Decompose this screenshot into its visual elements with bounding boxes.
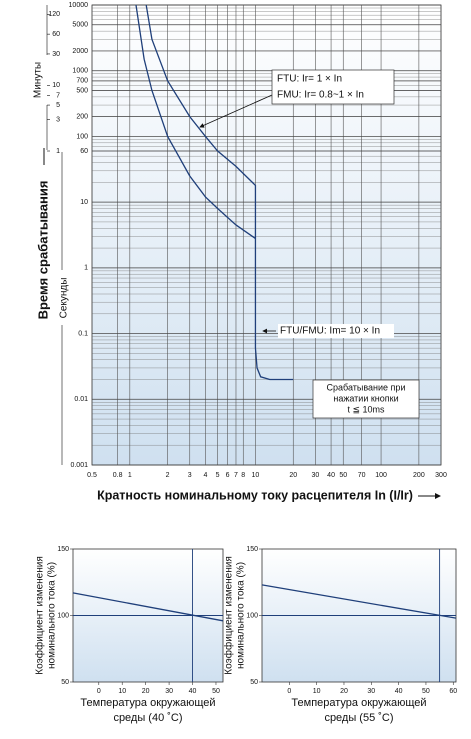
x-tick-label: 3: [188, 472, 192, 479]
annotation: t ≦ 10ms: [347, 404, 385, 414]
y-tick-label: 5000: [72, 22, 88, 29]
y-tick-label: 50: [61, 679, 69, 686]
minute-tick-label: 10: [52, 82, 60, 89]
annotation: FTU: Ir= 1 × In: [277, 74, 342, 85]
x-tick-label: 60: [449, 688, 457, 695]
x-tick-label: 50: [422, 688, 430, 695]
y-tick-label: 100: [57, 612, 69, 619]
x-axis-title: среды (40 ˚C): [113, 712, 182, 724]
x-tick-label: 30: [311, 472, 319, 479]
x-tick-label: 50: [339, 472, 347, 479]
x-tick-label: 1: [128, 472, 132, 479]
y-tick-label: 0.1: [78, 330, 88, 337]
x-tick-label: 50: [212, 688, 220, 695]
x-tick-label: 10: [252, 472, 260, 479]
annotation: FMU: Ir= 0.8~1 × In: [277, 90, 364, 101]
minute-tick-label: 3: [56, 116, 60, 123]
x-tick-label: 70: [358, 472, 366, 479]
x-tick-label: 0: [97, 688, 101, 695]
x-tick-label: 0.5: [87, 472, 97, 479]
x-tick-label: 20: [340, 688, 348, 695]
annotation-bg: [278, 324, 394, 338]
x-tick-label: 100: [375, 472, 387, 479]
x-tick-label: 4: [203, 472, 207, 479]
y-axis-title: Коэффициент изменения: [34, 556, 46, 675]
minute-tick-label: 7: [56, 92, 60, 99]
y-tick-label: 500: [76, 87, 88, 94]
y-tick-label: 100: [76, 133, 88, 140]
curve: [261, 584, 457, 619]
minute-tick-label: 60: [52, 31, 60, 38]
y-tick-label: 150: [57, 546, 69, 553]
curve: [72, 592, 224, 622]
y-tick-label: 1000: [72, 68, 88, 75]
annotation-box: [271, 69, 395, 105]
annotation: нажатии кнопки: [333, 393, 398, 403]
y-tick-label: 0.01: [74, 396, 88, 403]
y-tick-label: 100: [246, 612, 258, 619]
x-tick-label: 10: [313, 688, 321, 695]
minute-tick-label: 1: [56, 148, 60, 155]
x-tick-label: 200: [413, 472, 425, 479]
y-tick-label: 150: [246, 546, 258, 553]
x-tick-label: 0: [287, 688, 291, 695]
y-axis-title: Коэффициент изменения: [223, 556, 235, 675]
minute-tick-label: 30: [52, 51, 60, 58]
y-tick-label: 0.001: [70, 462, 88, 469]
y-tick-label: 60: [80, 148, 88, 155]
curve: [135, 4, 256, 240]
y-tick-label: 2000: [72, 48, 88, 55]
x-tick-label: 30: [165, 688, 173, 695]
y-axis-title: номинального тока (%): [47, 562, 58, 669]
x-tick-label: 8: [241, 472, 245, 479]
y-tick-label: 10000: [69, 2, 89, 9]
x-tick-label: 20: [142, 688, 150, 695]
x-tick-label: 5: [216, 472, 220, 479]
x-tick-label: 30: [367, 688, 375, 695]
x-tick-label: 300: [435, 472, 447, 479]
annotation: FTU/FMU: Im= 10 × In: [280, 326, 380, 337]
y-axis-sublabel: Секунды: [59, 278, 70, 319]
x-tick-label: 7: [234, 472, 238, 479]
x-tick-label: 40: [327, 472, 335, 479]
x-axis-title: Температура окружающей: [291, 697, 426, 709]
y-tick-label: 200: [76, 113, 88, 120]
x-axis-title: Кратность номинальному току расцепителя …: [97, 488, 413, 502]
y-tick-label: 50: [250, 679, 258, 686]
minute-tick-label: 120: [48, 11, 60, 18]
minute-tick-label: 5: [56, 102, 60, 109]
x-tick-label: 2: [166, 472, 170, 479]
curve: [145, 4, 294, 381]
y-tick-label: 700: [76, 78, 88, 85]
x-tick-label: 20: [289, 472, 297, 479]
x-axis-title: среды (55 ˚C): [324, 712, 393, 724]
x-tick-label: 40: [395, 688, 403, 695]
x-axis-title: Температура окружающей: [80, 697, 215, 709]
y-tick-label: 1: [84, 265, 88, 272]
annotation: Срабатывание при: [327, 382, 406, 392]
y-axis-sublabel: Минуты: [33, 62, 44, 98]
x-tick-label: 10: [118, 688, 126, 695]
y-axis-title: номинального тока (%): [236, 562, 247, 669]
x-tick-label: 40: [189, 688, 197, 695]
annotation-arrow: [199, 94, 273, 128]
x-tick-label: 6: [226, 472, 230, 479]
annotation-box: [312, 379, 420, 419]
y-axis-title: Время срабатывания: [35, 181, 50, 320]
x-tick-label: 0.8: [113, 472, 123, 479]
y-tick-label: 10: [80, 199, 88, 206]
